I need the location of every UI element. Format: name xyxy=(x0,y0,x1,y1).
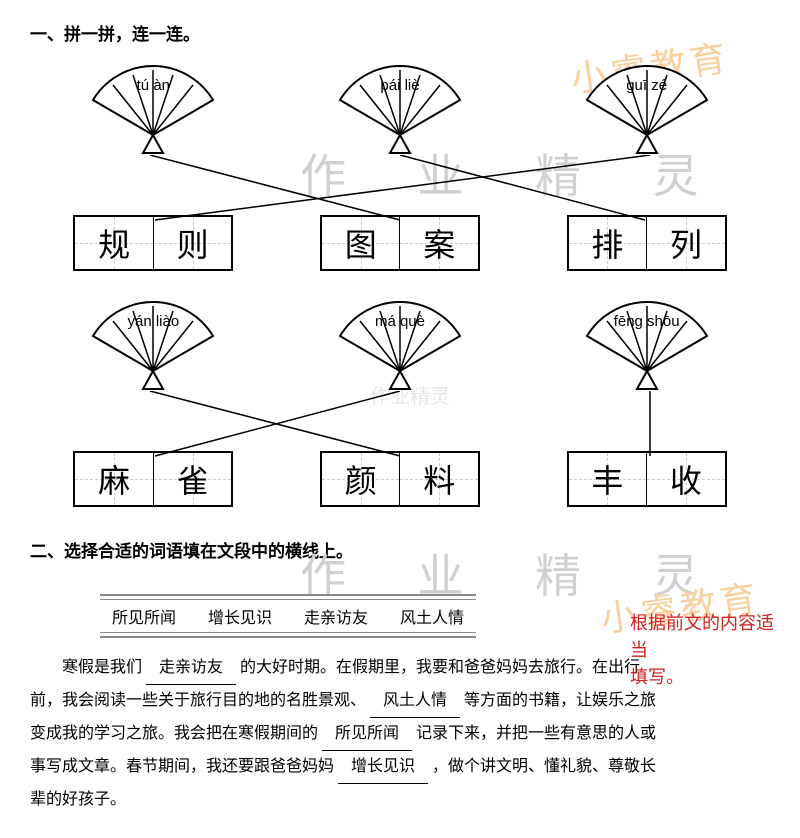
word-box: 颜 料 xyxy=(320,451,480,507)
word-box: 规 则 xyxy=(73,215,233,271)
char-cell: 案 xyxy=(400,217,478,269)
char-cell: 丰 xyxy=(569,453,648,505)
fan-label: yán liào xyxy=(127,313,179,330)
char-cell: 颜 xyxy=(322,453,401,505)
fan-label: má què xyxy=(375,313,425,330)
fan-icon: tú àn xyxy=(83,65,223,155)
char-cell: 列 xyxy=(647,217,725,269)
blank-2: 风土人情 xyxy=(370,685,460,718)
char-cell: 规 xyxy=(75,217,154,269)
word-box: 麻 雀 xyxy=(73,451,233,507)
section2-title: 二、选择合适的词语填在文段中的横线上。 xyxy=(30,537,770,562)
word-box: 图 案 xyxy=(320,215,480,271)
fan-row-1: tú àn pái liè xyxy=(30,65,770,155)
fan-label: fēng shōu xyxy=(614,313,680,330)
red-handwriting-note: 根据前文的内容适当 填写。 xyxy=(630,610,790,691)
word-box: 丰 收 xyxy=(567,451,727,507)
blank-3: 所见所闻 xyxy=(322,718,412,751)
fan-label: guī zé xyxy=(626,77,667,94)
fan-row-2: yán liào má què xyxy=(30,301,770,391)
connection-layer-1 xyxy=(30,165,770,215)
fan-icon: guī zé xyxy=(577,65,717,155)
fan-group-4: má què xyxy=(300,301,500,391)
word-row-1: 规 则 图 案 排 列 xyxy=(30,215,770,271)
fan-label: pái liè xyxy=(380,77,419,94)
blank-1: 走亲访友 xyxy=(146,652,236,685)
passage-text: 寒假是我们 xyxy=(62,659,142,676)
word-bank: 所见所闻 增长见识 走亲访友 风土人情 xyxy=(100,594,476,638)
word-box: 排 列 xyxy=(567,215,727,271)
char-cell: 收 xyxy=(647,453,725,505)
connection-layer-2 xyxy=(30,401,770,451)
fan-icon: má què xyxy=(330,301,470,391)
fan-group-2: guī zé xyxy=(547,65,747,155)
char-cell: 则 xyxy=(154,217,232,269)
char-cell: 料 xyxy=(400,453,478,505)
char-cell: 排 xyxy=(569,217,648,269)
fan-icon: fēng shōu xyxy=(577,301,717,391)
char-cell: 雀 xyxy=(154,453,232,505)
fan-icon: pái liè xyxy=(330,65,470,155)
char-cell: 麻 xyxy=(75,453,154,505)
fan-group-3: yán liào xyxy=(53,301,253,391)
fan-group-5: fēng shōu xyxy=(547,301,747,391)
fan-group-0: tú àn xyxy=(53,65,253,155)
blank-4: 增长见识 xyxy=(338,751,428,784)
fan-icon: yán liào xyxy=(83,301,223,391)
fan-label: tú àn xyxy=(137,77,170,94)
char-cell: 图 xyxy=(322,217,401,269)
word-row-2: 麻 雀 颜 料 丰 收 xyxy=(30,451,770,507)
fan-group-1: pái liè xyxy=(300,65,500,155)
section1-title: 一、拼一拼，连一连。 xyxy=(30,20,770,45)
